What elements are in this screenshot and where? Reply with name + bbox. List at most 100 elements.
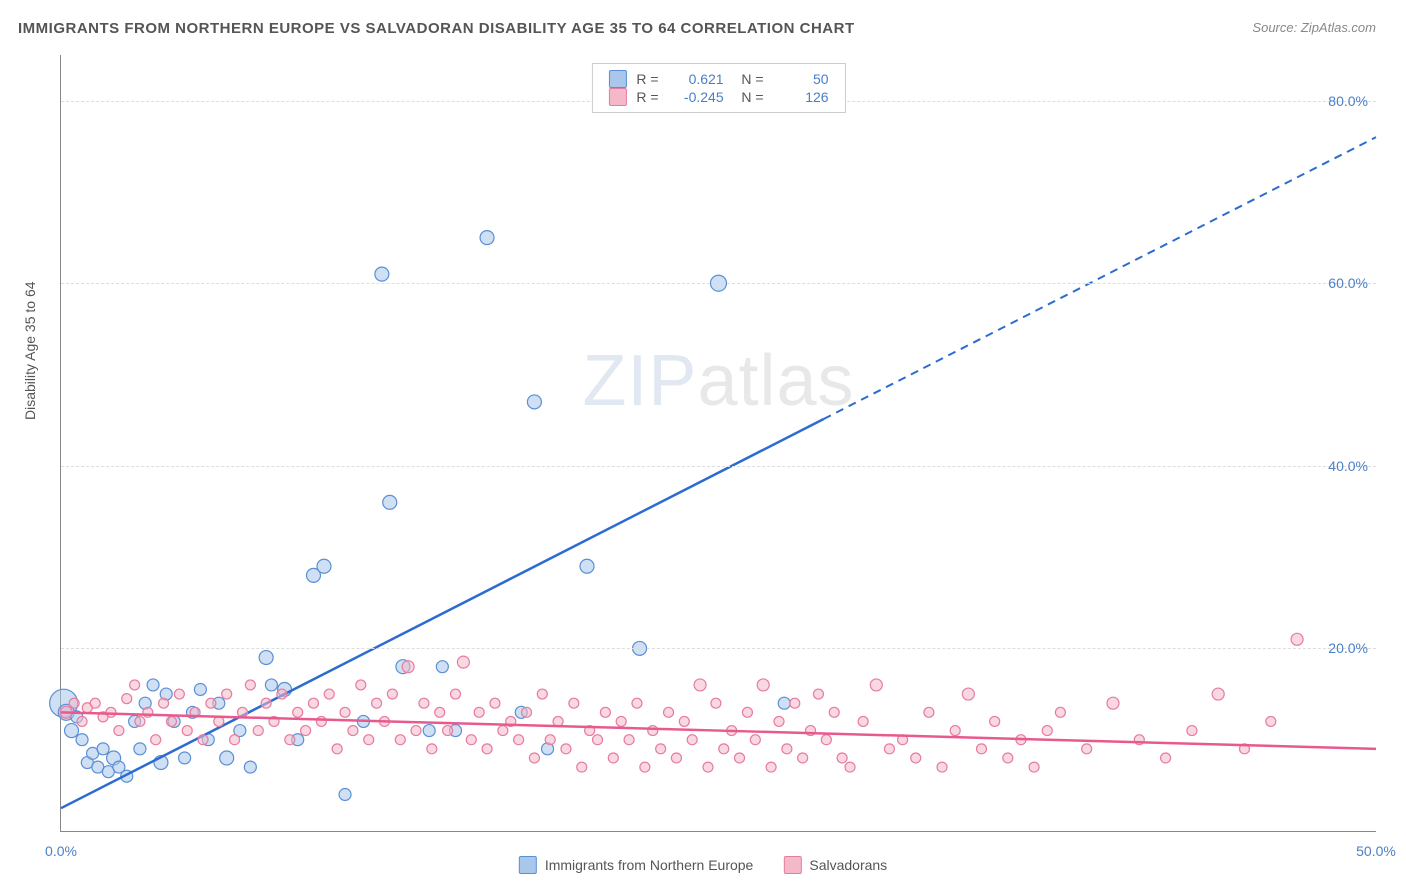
scatter-point [687,735,697,745]
scatter-point [1107,697,1119,709]
correlation-legend-row: R = -0.245 N = 126 [608,88,828,106]
scatter-point [77,716,87,726]
scatter-point [1055,707,1065,717]
scatter-point [782,744,792,754]
scatter-point [845,762,855,772]
scatter-point [194,684,206,696]
scatter-point [130,680,140,690]
scatter-point [182,726,192,736]
scatter-point [436,661,448,673]
scatter-point [490,698,500,708]
scatter-point [1082,744,1092,754]
scatter-point [174,689,184,699]
scatter-point [911,753,921,763]
scatter-point [529,753,539,763]
scatter-point [1029,762,1039,772]
scatter-point [427,744,437,754]
scatter-point [608,753,618,763]
legend-label: Immigrants from Northern Europe [545,857,754,873]
source-attribution: Source: ZipAtlas.com [1252,20,1376,35]
scatter-point [990,716,1000,726]
scatter-point [545,735,555,745]
scatter-point [411,726,421,736]
scatter-point [632,698,642,708]
scatter-point [301,726,311,736]
scatter-point [372,698,382,708]
scatter-point [134,743,146,755]
scatter-point [339,788,351,800]
scatter-point [147,679,159,691]
scatter-point [858,716,868,726]
scatter-point [1187,726,1197,736]
scatter-point [778,697,790,709]
scatter-point [402,661,414,673]
scatter-point [97,743,109,755]
scatter-point [179,752,191,764]
n-value: 126 [774,89,829,105]
r-value: -0.245 [669,89,724,105]
y-axis-title: Disability Age 35 to 64 [22,281,38,420]
scatter-point [220,751,234,765]
scatter-point [522,707,532,717]
scatter-point [962,688,974,700]
legend-label: Salvadorans [809,857,887,873]
scatter-point [348,726,358,736]
scatter-point [332,744,342,754]
scatter-point [1291,633,1303,645]
scatter-point [198,735,208,745]
scatter-point [356,680,366,690]
scatter-point [308,698,318,708]
scatter-point [222,689,232,699]
scatter-point [498,726,508,736]
scatter-point [285,735,295,745]
scatter-point [395,735,405,745]
legend-swatch-icon [608,70,626,88]
chart-container: IMMIGRANTS FROM NORTHERN EUROPE VS SALVA… [0,0,1406,892]
scatter-point [580,559,594,573]
scatter-point [435,707,445,717]
scatter-point [884,744,894,754]
legend-swatch-icon [608,88,626,106]
y-tick-label: 40.0% [1328,458,1368,474]
scatter-point [790,698,800,708]
scatter-point [977,744,987,754]
scatter-point [837,753,847,763]
scatter-point [375,267,389,281]
scatter-point [577,762,587,772]
scatter-point [774,716,784,726]
scatter-point [135,716,145,726]
series-legend: Immigrants from Northern Europe Salvador… [519,856,887,874]
scatter-point [76,734,88,746]
scatter-point [593,735,603,745]
scatter-point [316,716,326,726]
n-label: N = [734,71,764,87]
r-label: R = [636,71,658,87]
scatter-point [206,698,216,708]
scatter-point [482,744,492,754]
scatter-point [656,744,666,754]
scatter-point [719,744,729,754]
scatter-point [569,698,579,708]
scatter-point [114,726,124,736]
scatter-point [821,735,831,745]
scatter-point [703,762,713,772]
scatter-point [711,698,721,708]
scatter-point [924,707,934,717]
scatter-point [387,689,397,699]
scatter-point [259,651,273,665]
scatter-point [122,694,132,704]
scatter-point [624,735,634,745]
gridline [61,466,1376,467]
scatter-point [1003,753,1013,763]
scatter-point [679,716,689,726]
scatter-point [419,698,429,708]
scatter-point [159,698,169,708]
scatter-point [640,762,650,772]
scatter-point [166,716,176,726]
scatter-point [937,762,947,772]
scatter-point [537,689,547,699]
scatter-point [277,689,287,699]
y-tick-label: 80.0% [1328,93,1368,109]
gridline [61,283,1376,284]
scatter-point [244,761,256,773]
